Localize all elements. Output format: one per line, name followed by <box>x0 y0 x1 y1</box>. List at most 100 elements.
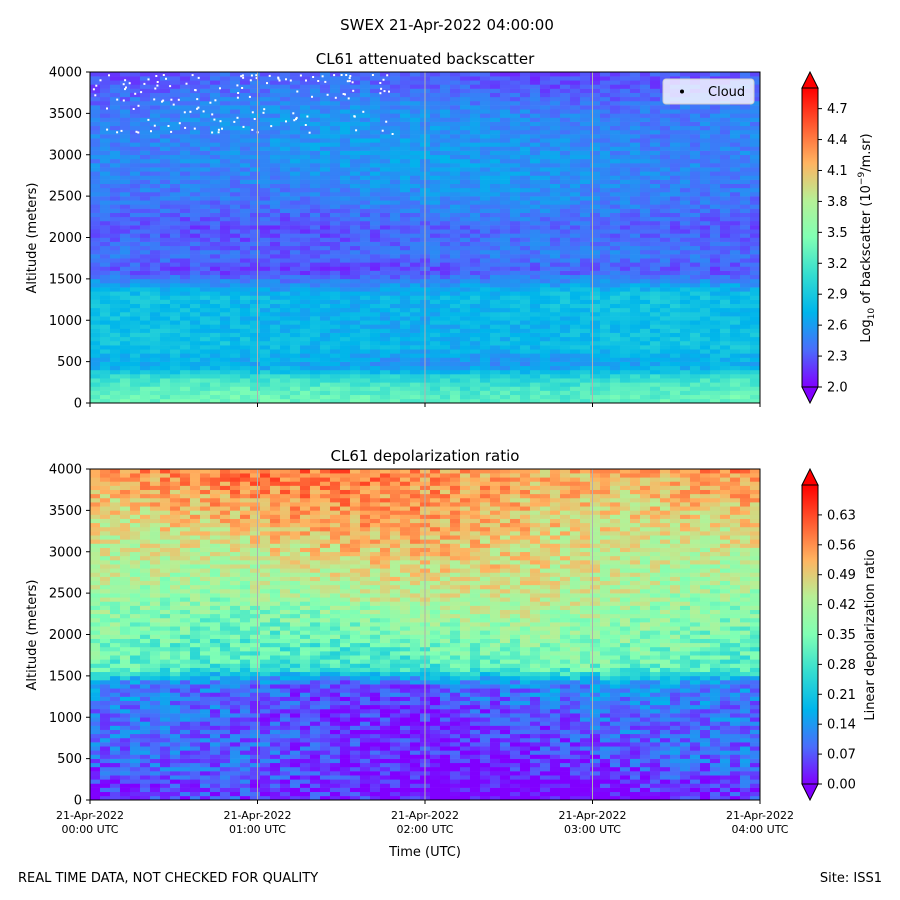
heatmap-cell <box>250 378 261 383</box>
heatmap-cell <box>710 220 721 226</box>
heatmap-cell <box>490 369 501 375</box>
heatmap-cell <box>550 241 561 247</box>
heatmap-cell <box>710 378 721 383</box>
heatmap-cell <box>360 105 371 110</box>
heatmap-cell <box>90 287 101 292</box>
heatmap-cell <box>100 328 111 333</box>
heatmap-cell <box>470 382 481 387</box>
heatmap-cell <box>480 390 491 396</box>
heatmap-cell <box>310 262 321 267</box>
heatmap-cell <box>530 191 541 197</box>
heatmap-cell <box>440 311 451 317</box>
heatmap-cell <box>480 398 491 404</box>
heatmap-cell <box>550 220 561 226</box>
heatmap-cell <box>190 349 201 354</box>
heatmap-cell <box>640 378 651 383</box>
heatmap-cell <box>690 340 701 346</box>
heatmap-cell <box>260 369 271 375</box>
heatmap-cell <box>460 109 471 114</box>
heatmap-cell <box>610 225 621 230</box>
heatmap-cell <box>110 295 121 300</box>
heatmap-cell <box>650 96 661 102</box>
heatmap-cell <box>600 208 611 213</box>
heatmap-cell <box>140 220 151 226</box>
heatmap-cell <box>600 369 611 375</box>
heatmap-cell <box>300 154 311 160</box>
heatmap-cell <box>250 357 261 362</box>
heatmap-cell <box>160 142 171 147</box>
heatmap-cell <box>250 324 261 329</box>
heatmap-cell <box>660 105 671 110</box>
heatmap-cell <box>310 245 321 251</box>
heatmap-cell <box>650 353 661 358</box>
heatmap-cell <box>390 134 401 139</box>
heatmap-cell <box>380 353 391 358</box>
heatmap-cell <box>360 249 371 255</box>
heatmap-cell <box>220 179 231 185</box>
heatmap-cell <box>670 204 681 209</box>
heatmap-cell <box>510 394 521 400</box>
heatmap-cell <box>680 287 691 292</box>
heatmap-cell <box>90 316 101 321</box>
heatmap-cell <box>340 142 351 147</box>
heatmap-cell <box>520 369 531 375</box>
heatmap-cell <box>90 175 101 180</box>
heatmap-cell <box>290 254 301 259</box>
heatmap-cell <box>260 307 271 313</box>
heatmap-cell <box>90 295 101 300</box>
heatmap-cell <box>320 270 331 276</box>
heatmap-cell <box>440 398 451 404</box>
heatmap-cell <box>640 316 651 321</box>
heatmap-cell <box>450 105 461 110</box>
heatmap-cell <box>210 357 221 362</box>
heatmap-cell <box>400 345 411 350</box>
heatmap-cell <box>730 125 741 131</box>
heatmap-cell <box>350 394 361 400</box>
heatmap-cell <box>250 212 261 218</box>
heatmap-cell <box>730 398 741 404</box>
heatmap-cell <box>360 283 371 288</box>
heatmap-cell <box>270 109 281 114</box>
heatmap-cell <box>590 196 601 201</box>
heatmap-cell <box>560 262 571 267</box>
heatmap-cell <box>510 295 521 300</box>
heatmap-cell <box>460 278 471 284</box>
heatmap-cell <box>450 212 461 218</box>
heatmap-cell <box>120 316 131 321</box>
heatmap-cell <box>340 100 351 106</box>
heatmap-cell <box>200 398 211 404</box>
heatmap-cell <box>520 241 531 247</box>
heatmap-cell <box>350 361 361 367</box>
heatmap-cell <box>90 245 101 251</box>
heatmap-cell <box>320 249 331 255</box>
heatmap-cell <box>150 129 161 135</box>
heatmap-cell <box>660 349 671 354</box>
heatmap-cell <box>190 121 201 127</box>
heatmap-cell <box>490 129 501 135</box>
heatmap-cell <box>460 138 471 143</box>
heatmap-cell <box>170 237 181 242</box>
heatmap-cell <box>540 249 551 255</box>
heatmap-cell <box>200 270 211 276</box>
heatmap-cell <box>190 245 201 251</box>
heatmap-cell <box>520 167 531 172</box>
heatmap-cell <box>250 113 261 118</box>
heatmap-cell <box>580 229 591 234</box>
heatmap-cell <box>670 146 681 151</box>
heatmap-cell <box>140 311 151 317</box>
heatmap-cell <box>190 229 201 234</box>
heatmap-cell <box>540 150 551 156</box>
heatmap-cell <box>230 303 241 309</box>
heatmap-cell <box>610 353 621 358</box>
heatmap-cell <box>160 158 171 164</box>
heatmap-cell <box>490 299 501 304</box>
heatmap-cell <box>90 254 101 259</box>
heatmap-cell <box>170 254 181 259</box>
heatmap-cell <box>640 266 651 271</box>
heatmap-cell <box>620 349 631 354</box>
heatmap-cell <box>650 307 661 313</box>
heatmap-cell <box>190 332 201 338</box>
heatmap-cell <box>190 278 201 284</box>
heatmap-cell <box>590 150 601 156</box>
heatmap-cell <box>160 196 171 201</box>
